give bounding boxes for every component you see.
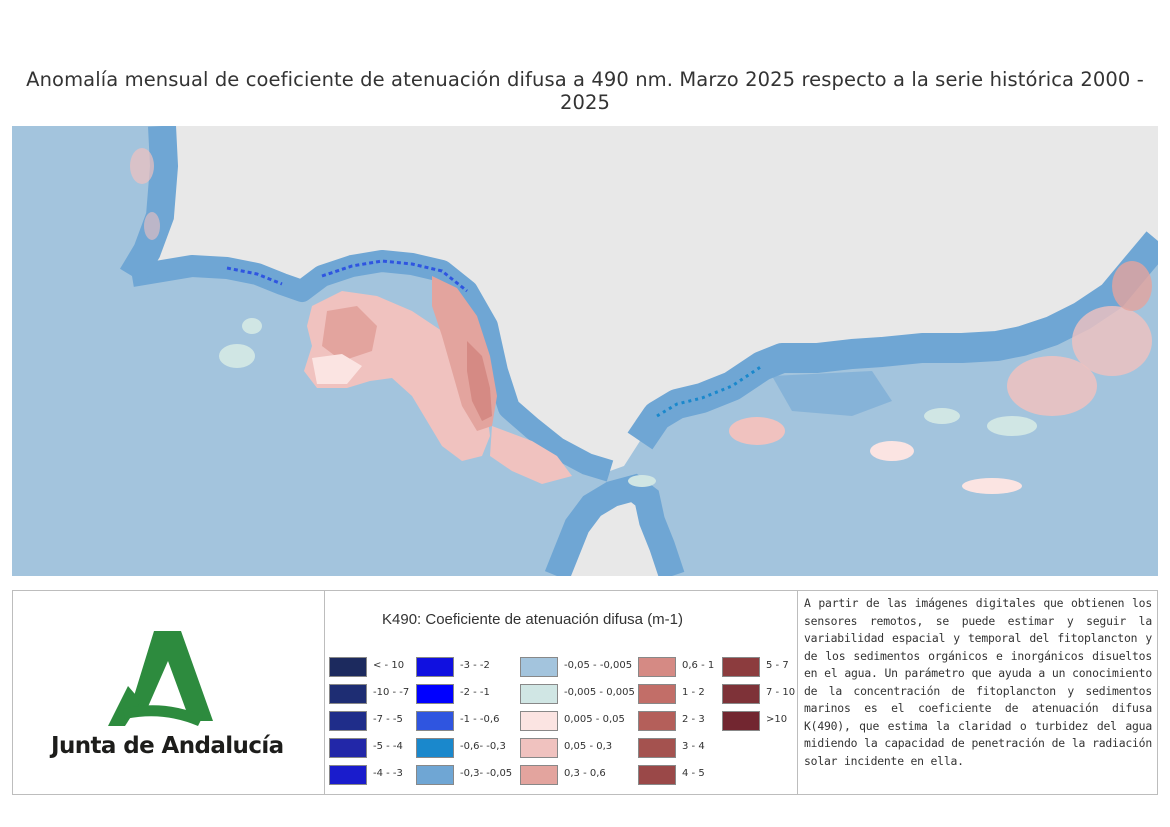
legend-swatch <box>416 657 454 677</box>
legend-label: -4 - -3 <box>373 768 403 779</box>
legend-swatch <box>520 711 558 731</box>
legend-label: -2 - -1 <box>460 687 490 698</box>
legend-label: -0,3- -0,05 <box>460 768 513 779</box>
legend-label: -7 - -5 <box>373 714 403 725</box>
legend-label: < - 10 <box>373 660 405 671</box>
info-panel: Junta de Andalucía K490: Coeficiente de … <box>12 590 1158 795</box>
anomaly-map[interactable] <box>12 126 1158 576</box>
legend-swatch <box>329 684 367 704</box>
legend-label: 5 - 7 <box>766 660 789 671</box>
legend-label: 0,6 - 1 <box>682 660 715 671</box>
logo-text: Junta de Andalucía <box>51 733 284 759</box>
legend-swatch <box>722 711 760 731</box>
legend-label: 4 - 5 <box>682 768 705 779</box>
legend-swatch <box>520 765 558 785</box>
legend-label: 0,3 - 0,6 <box>564 768 606 779</box>
legend-swatch <box>416 765 454 785</box>
legend-swatch <box>329 738 367 758</box>
legend-label: 3 - 4 <box>682 741 705 752</box>
legend-swatch <box>722 684 760 704</box>
legend-label: 1 - 2 <box>682 687 705 698</box>
legend-swatch <box>722 657 760 677</box>
legend-swatch <box>638 765 676 785</box>
legend: K490: Coeficiente de atenuación difusa (… <box>324 591 798 794</box>
legend-swatch <box>638 738 676 758</box>
legend-swatch <box>416 684 454 704</box>
legend-swatch <box>416 711 454 731</box>
description-text: A partir de las imágenes digitales que o… <box>804 596 1152 768</box>
legend-swatch <box>638 657 676 677</box>
legend-label: 7 - 10 <box>766 687 796 698</box>
map-canvas <box>12 126 1158 576</box>
legend-label: -1 - -0,6 <box>460 714 500 725</box>
legend-label: -10 - -7 <box>373 687 410 698</box>
legend-swatch <box>638 711 676 731</box>
legend-swatch <box>329 711 367 731</box>
legend-label: 0,05 - 0,3 <box>564 741 613 752</box>
legend-label: -5 - -4 <box>373 741 403 752</box>
legend-swatch <box>329 765 367 785</box>
legend-swatch <box>416 738 454 758</box>
land-iberia <box>132 126 1158 471</box>
legend-label: -3 - -2 <box>460 660 490 671</box>
legend-label: >10 <box>766 714 788 725</box>
legend-label: -0,005 - 0,005 <box>564 687 635 698</box>
description-section: A partir de las imágenes digitales que o… <box>798 591 1158 794</box>
legend-swatch <box>329 657 367 677</box>
legend-label: 2 - 3 <box>682 714 705 725</box>
legend-swatch <box>638 684 676 704</box>
junta-logo-icon <box>108 631 213 726</box>
legend-title: K490: Coeficiente de atenuación difusa (… <box>382 611 684 628</box>
legend-label: -0,05 - -0,005 <box>564 660 633 671</box>
legend-swatch <box>520 657 558 677</box>
logo-section: Junta de Andalucía <box>13 591 325 794</box>
legend-swatch <box>520 684 558 704</box>
legend-swatch <box>520 738 558 758</box>
legend-label: -0,6- -0,3 <box>460 741 506 752</box>
legend-label: 0,005 - 0,05 <box>564 714 625 725</box>
map-title: Anomalía mensual de coeficiente de atenu… <box>26 68 1144 114</box>
